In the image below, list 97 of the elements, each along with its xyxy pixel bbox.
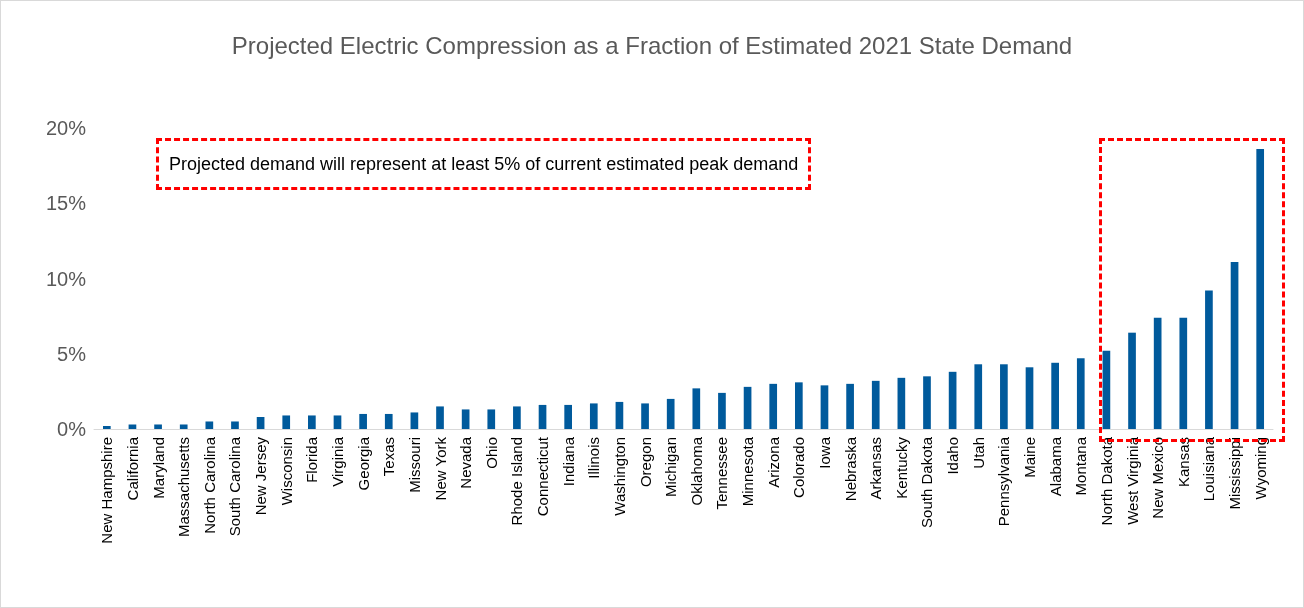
bar [794,382,803,429]
x-tick-label: Kansas [1174,437,1192,488]
bar [154,424,162,429]
bar [1025,367,1034,429]
x-tick-label: Idaho [944,437,962,475]
bar [589,403,598,429]
bar [102,425,111,429]
x-tick-label: Alabama [1046,436,1064,497]
x-tick-label: Texas [380,437,398,477]
x-tick-label: Rhode Island [508,437,526,526]
x-tick-label: Maine [1021,437,1039,478]
bar [923,376,931,429]
x-tick-label: Kentucky [892,436,910,499]
x-tick-label: Mississippi [1226,437,1244,510]
bar [179,424,188,429]
x-tick-label: Illinois [585,437,603,479]
x-tick-label: New Hampshire [98,437,116,544]
x-tick-label: Minnesota [739,436,757,507]
x-tick-label: Connecticut [534,436,552,517]
bar [692,388,701,429]
x-tick-label: North Carolina [200,436,218,534]
x-tick-label: Arkansas [867,437,885,500]
bar [256,416,265,429]
bar [384,413,393,429]
x-tick-label: Wisconsin [277,437,295,506]
bar [282,415,291,429]
x-tick-label: Nevada [457,436,475,489]
bar [871,380,880,429]
y-tick-label: 15% [45,192,87,215]
x-tick-label: Michigan [662,437,680,498]
x-tick-label: Oregon [636,437,654,488]
bar [974,364,983,429]
dashed-text-box: Projected demand will represent at least 5% of current estimated peak demand [156,138,812,190]
bar [359,413,367,429]
bar [333,415,342,429]
bar [820,385,829,429]
y-tick-label: 10% [45,267,87,290]
x-tick-label: South Dakota [918,436,936,528]
bar [1051,362,1059,429]
bar [948,371,957,429]
x-tick-label: New York [431,436,449,501]
x-tick-label: Iowa [815,436,833,469]
x-tick-label: Missouri [405,437,423,493]
x-tick-label: Ohio [482,437,500,469]
bar [487,409,496,429]
bar [1128,332,1136,429]
x-tick-label: Indiana [559,436,577,487]
bar [513,406,521,429]
x-tick-label: Massachusetts [175,437,193,538]
bar [846,383,854,429]
bar [718,392,726,429]
x-tick-label: Arizona [764,436,782,488]
bar [769,383,778,429]
y-tick-label: 0% [57,418,87,440]
x-tick-label: Washington [610,437,628,516]
bar [1000,364,1008,429]
bar [436,406,444,429]
bar [897,377,906,429]
bar [1230,261,1239,429]
x-tick-label: Virginia [328,436,346,487]
x-tick-label: Nebraska [841,436,859,502]
x-tick-label: South Carolina [226,436,244,537]
bar [410,412,419,429]
bar [1153,317,1162,429]
bar [1076,358,1085,429]
y-tick-label: 20% [45,117,87,139]
x-tick-label: Louisiana [1200,436,1218,502]
bar [641,403,649,429]
x-tick-label: Georgia [354,436,372,491]
x-tick-label: New Mexico [1149,437,1167,519]
bar [615,401,624,429]
bar [231,421,239,429]
x-tick-label: Montana [1072,436,1090,496]
bar [205,421,214,429]
x-tick-label: Wyoming [1251,437,1269,500]
bar [564,404,573,429]
x-tick-label: Tennessee [713,437,731,510]
x-tick-label: Pennsylvania [995,436,1013,527]
bar [1102,350,1111,429]
x-tick-label: New Jersey [252,436,270,516]
bar [538,404,547,429]
bar [308,415,316,429]
y-tick-label: 5% [57,342,87,365]
bar [666,398,675,429]
x-tick-label: Colorado [790,437,808,498]
bar [743,386,752,429]
x-tick-label: California [123,436,141,501]
bar [1205,290,1213,429]
bar [1256,149,1265,429]
x-tick-label: Oklahoma [687,436,705,506]
x-tick-label: Maryland [149,437,167,499]
chart-title: Projected Electric Compression as a Fraction of Estimated 2021 State Demand [230,31,1074,61]
x-tick-label: Utah [969,437,987,469]
bar [1179,317,1188,429]
bar [128,424,137,429]
bar [461,409,470,429]
x-tick-label: Florida [303,436,321,483]
